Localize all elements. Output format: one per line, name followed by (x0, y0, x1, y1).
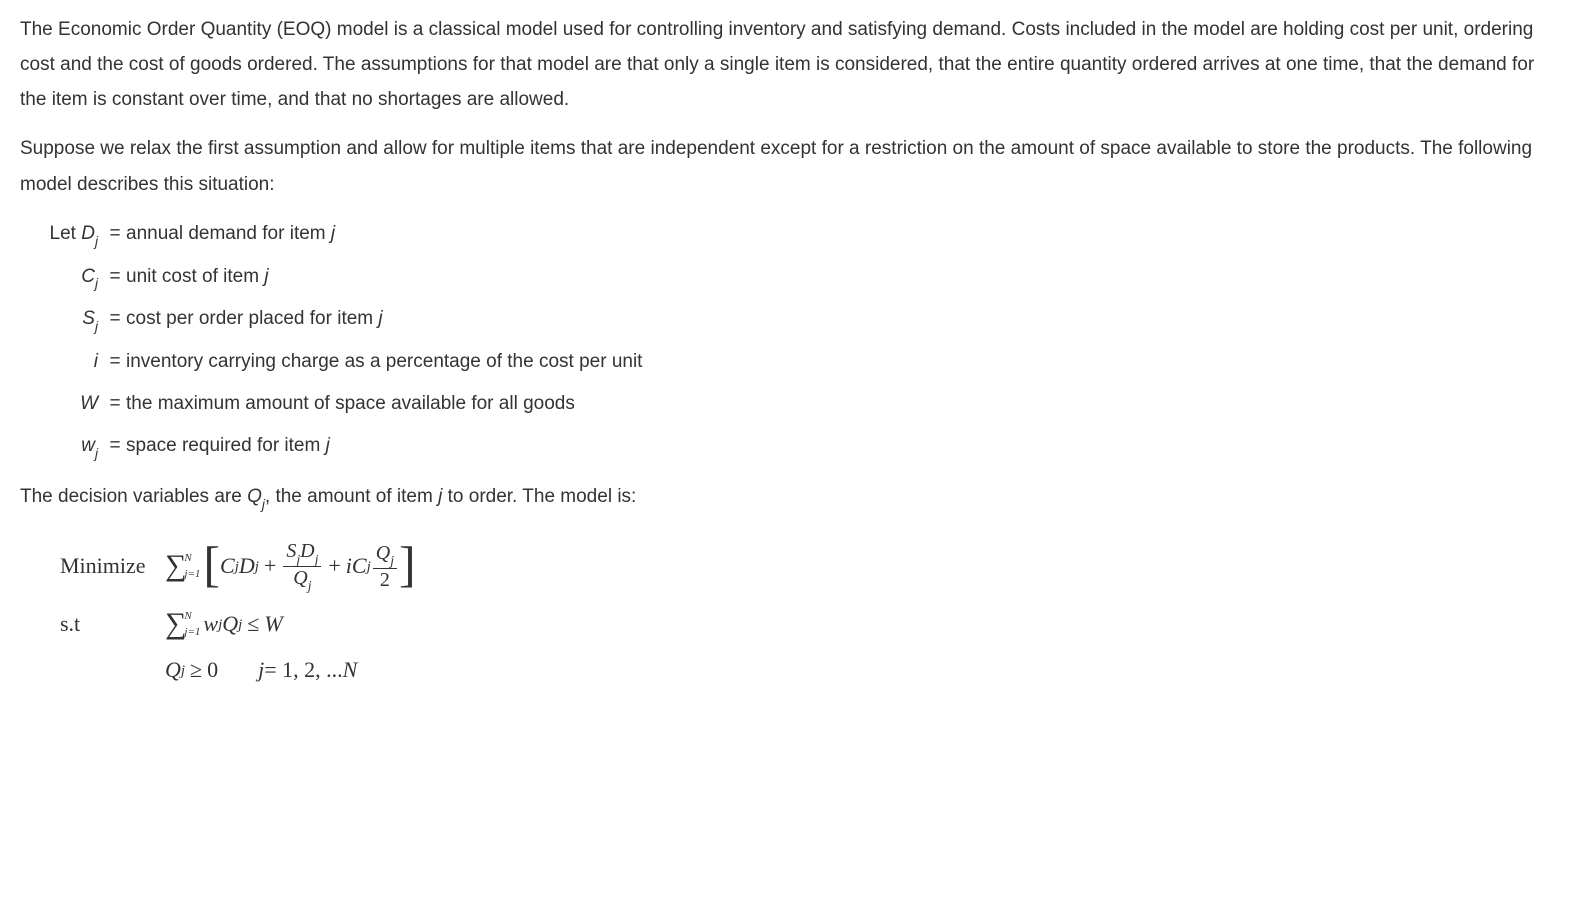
equals-sign: = (104, 386, 126, 422)
constraint-expr: wjQj ≤ W (203, 611, 282, 637)
intro-paragraph-1: The Economic Order Quantity (EOQ) model … (20, 12, 1554, 117)
definition-desc: the maximum amount of space available fo… (126, 386, 1554, 422)
bracket-left: [ (203, 547, 220, 582)
definition-desc: annual demand for item j (126, 216, 1554, 252)
definition-desc: cost per order placed for item j (126, 301, 1554, 337)
minimize-label: Minimize (60, 553, 165, 579)
definition-symbol: i (20, 344, 104, 380)
constraint-row: s.t ∑ N j=1 wjQj ≤ W (60, 609, 1554, 639)
definition-symbol: Dj (81, 223, 98, 244)
definition-symbol: Cj (20, 259, 104, 296)
definition-intro: Let Dj (20, 216, 104, 253)
definitions-list: Let Dj = annual demand for item j Cj = u… (20, 216, 1554, 465)
equals-sign: = (104, 428, 126, 464)
model-formulation: Minimize ∑ N j=1 [ CjDj + SjDj Qj + iCj … (60, 541, 1554, 684)
equals-sign: = (104, 344, 126, 380)
objective-terms: CjDj + SjDj Qj + iCj Qj 2 (220, 541, 399, 591)
definition-desc: inventory carrying charge as a percentag… (126, 344, 1554, 380)
definition-row: Sj = cost per order placed for item j (20, 301, 1554, 338)
fraction: SjDj Qj (283, 541, 321, 591)
sum-symbol: ∑ N j=1 (165, 609, 203, 639)
definition-row: Cj = unit cost of item j (20, 259, 1554, 296)
equals-sign: = (104, 259, 126, 295)
decision-variables-sentence: The decision variables are Qj, the amoun… (20, 479, 1554, 515)
fraction: Qj 2 (373, 543, 397, 590)
sum-symbol: ∑ N j=1 (165, 551, 203, 581)
bracket-right: ] (399, 547, 416, 582)
nonneg-domain: j = 1, 2, ... N (258, 657, 357, 683)
definition-symbol: wj (20, 428, 104, 465)
intro-paragraph-2: Suppose we relax the first assumption an… (20, 131, 1554, 201)
decision-var: Qj (247, 486, 265, 507)
definition-row: Let Dj = annual demand for item j (20, 216, 1554, 253)
definition-symbol: W (20, 386, 104, 422)
objective-row: Minimize ∑ N j=1 [ CjDj + SjDj Qj + iCj … (60, 541, 1554, 591)
definition-desc: unit cost of item j (126, 259, 1554, 295)
nonneg-row: Qj ≥ 0 j = 1, 2, ... N (60, 657, 1554, 683)
equals-sign: = (104, 301, 126, 337)
nonneg-expr: Qj ≥ 0 (165, 657, 218, 683)
definition-row: W = the maximum amount of space availabl… (20, 386, 1554, 422)
definition-row: i = inventory carrying charge as a perce… (20, 344, 1554, 380)
definition-symbol: Sj (20, 301, 104, 338)
definition-desc: space required for item j (126, 428, 1554, 464)
st-label: s.t (60, 611, 165, 637)
equals-sign: = (104, 216, 126, 252)
definition-row: wj = space required for item j (20, 428, 1554, 465)
